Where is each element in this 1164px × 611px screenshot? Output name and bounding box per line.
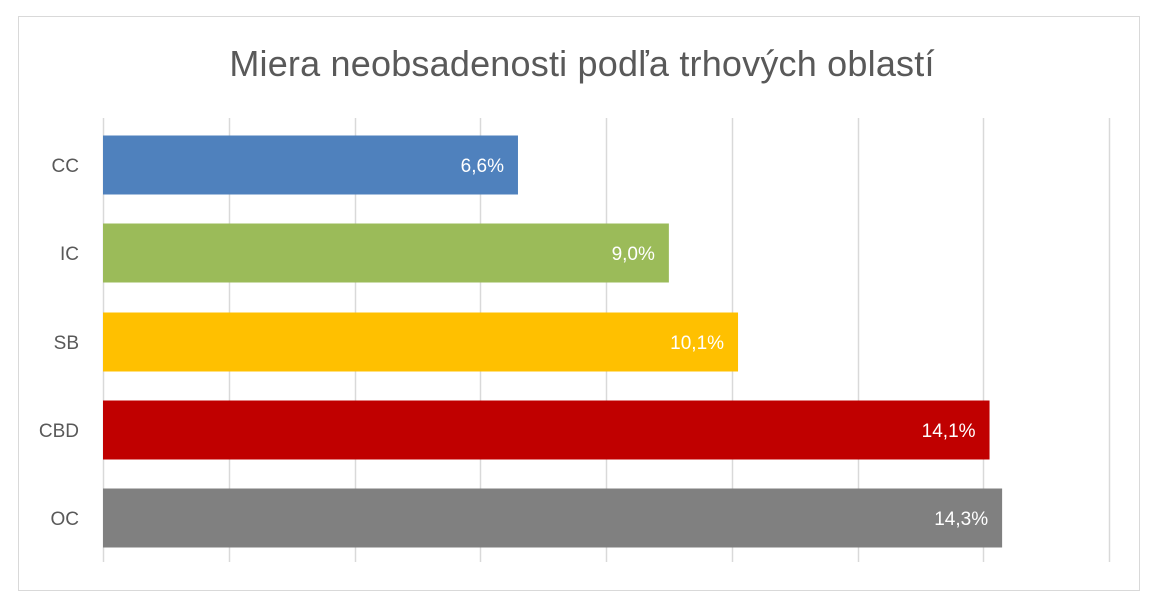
value-label-sb: 10,1% [670,333,724,354]
chart-title: Miera neobsadenosti podľa trhových oblas… [229,43,935,84]
category-label-sb: SB [54,333,79,354]
bars [103,135,1003,548]
value-label-oc: 14,3% [934,509,988,530]
bar-ic [103,223,669,283]
value-label-cc: 6,6% [461,156,504,177]
category-label-cbd: CBD [39,421,79,442]
category-label-cc: CC [52,156,79,177]
bar-oc [103,488,1003,548]
value-label-ic: 9,0% [612,244,655,265]
bar-sb [103,312,739,372]
value-label-cbd: 14,1% [922,421,976,442]
category-label-ic: IC [60,244,79,265]
category-label-oc: OC [51,509,80,530]
bar-cc [103,135,518,195]
labels: CC 6,6% IC 9,0% SB 10,1% CBD 14,1% OC 14,3% [39,156,988,530]
bar-cbd [103,400,990,460]
